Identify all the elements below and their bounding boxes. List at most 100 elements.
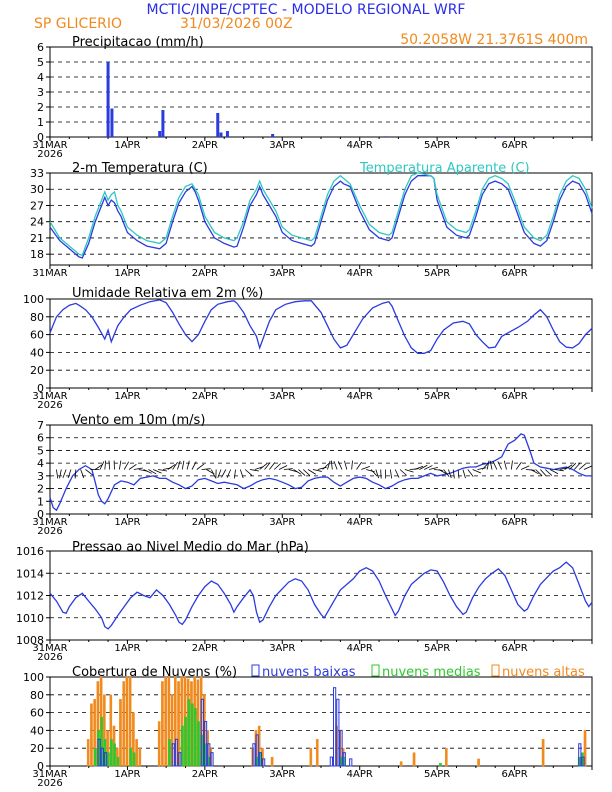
cloud-bar bbox=[583, 730, 587, 767]
wind-arrow bbox=[312, 469, 322, 472]
wind-ytick-label: 6 bbox=[37, 432, 44, 445]
cloud-bar bbox=[339, 729, 343, 767]
wind-arrow bbox=[302, 469, 311, 476]
precip-bar bbox=[225, 131, 229, 137]
precip-ytick-label: 2 bbox=[37, 101, 44, 114]
cloud-bar bbox=[262, 758, 266, 767]
cloud-bar bbox=[190, 703, 194, 767]
clouds-ytick-label: 0 bbox=[37, 760, 44, 773]
wind-xtick-label: 31MAR bbox=[32, 517, 67, 528]
cloud-bar bbox=[119, 699, 122, 767]
wind-arrow bbox=[56, 469, 59, 479]
wind-arrow bbox=[424, 465, 433, 470]
wind-arrow bbox=[370, 469, 378, 477]
cloud-bar bbox=[541, 739, 545, 767]
temp-ytick-label: 30 bbox=[30, 183, 44, 196]
wind-arrow bbox=[210, 469, 216, 478]
wind-arrow bbox=[351, 460, 353, 470]
clouds-ytick-label: 100 bbox=[23, 671, 44, 684]
wind-arrow bbox=[404, 469, 414, 473]
temp-xtick-label: 5APR bbox=[424, 268, 450, 279]
cloud-bar bbox=[578, 743, 582, 767]
wind-arrow bbox=[62, 469, 67, 479]
wind-arrow bbox=[327, 460, 331, 470]
cloud-bar bbox=[100, 747, 104, 767]
wind-arrow bbox=[221, 469, 227, 478]
apparent-temp-title: Temperatura Aparente (C) bbox=[359, 161, 530, 176]
precip-bar bbox=[158, 131, 162, 137]
cloud-bar bbox=[110, 739, 113, 767]
cloud-bar bbox=[135, 739, 138, 767]
cloud-bar bbox=[125, 676, 129, 767]
precip-xtick-label: 5APR bbox=[424, 140, 450, 151]
clouds-xtick-label: 2APR bbox=[192, 769, 218, 780]
wind-arrow bbox=[486, 460, 490, 470]
wind-arrow bbox=[201, 468, 211, 470]
wind-arrow bbox=[569, 462, 577, 470]
temp-frame bbox=[49, 172, 593, 266]
wind-arrow bbox=[497, 461, 503, 470]
clouds-title: Cobertura de Nuvens (%) bbox=[72, 665, 237, 680]
wind-arrow bbox=[428, 466, 438, 470]
wind-arrow bbox=[564, 464, 573, 470]
temp-ytick-label: 21 bbox=[30, 232, 44, 245]
wind-xtick-label: 1APR bbox=[114, 517, 140, 528]
pressure-xtick-label: 6APR bbox=[501, 643, 527, 654]
wind-arrow bbox=[583, 465, 593, 470]
cloud-bar bbox=[113, 743, 116, 767]
precip-year-label: 2026 bbox=[37, 149, 62, 160]
wind-arrow bbox=[333, 460, 338, 470]
wind-arrow bbox=[128, 464, 137, 470]
run-datetime: 31/03/2026 00Z bbox=[180, 16, 293, 32]
location-name: SP GLICERIO bbox=[34, 16, 122, 32]
wind-arrow bbox=[467, 469, 474, 477]
cloud-bar bbox=[332, 687, 337, 767]
rh-xtick-label: 4APR bbox=[347, 391, 373, 402]
cloud-bar bbox=[174, 738, 179, 767]
cloud-bar bbox=[197, 721, 200, 767]
cloud-bar bbox=[171, 743, 175, 767]
wind-arrow bbox=[330, 460, 333, 470]
rh-ytick-label: 0 bbox=[37, 382, 44, 395]
wind-year-label: 2026 bbox=[37, 526, 62, 537]
wind-arrow bbox=[540, 469, 547, 477]
rh-ytick-label: 20 bbox=[30, 364, 44, 377]
wind-ytick-label: 0 bbox=[37, 508, 44, 521]
cloud-bar bbox=[86, 739, 90, 767]
rh-ytick-label: 80 bbox=[30, 311, 44, 324]
clouds-xtick-label: 3APR bbox=[269, 769, 295, 780]
cloud-bar bbox=[132, 752, 136, 767]
cloud-bar bbox=[178, 752, 182, 767]
precip-bar bbox=[384, 136, 388, 137]
pressure-xtick-label: 4APR bbox=[347, 643, 373, 654]
rh-xtick-label: 2APR bbox=[192, 391, 218, 402]
wind-arrow bbox=[158, 469, 168, 472]
wind-arrow bbox=[234, 469, 236, 479]
wind-arrow bbox=[67, 469, 72, 479]
wind-arrow bbox=[244, 469, 253, 476]
wind-arrow bbox=[249, 469, 259, 472]
cloud-bar bbox=[349, 758, 353, 767]
wind-xtick-label: 4APR bbox=[347, 517, 373, 528]
cloud-bar bbox=[445, 748, 448, 767]
precip-xtick-label: 4APR bbox=[347, 140, 373, 151]
wind-arrow bbox=[278, 465, 288, 470]
cloud-bar bbox=[164, 676, 167, 767]
wind-arrow bbox=[337, 461, 343, 470]
temp-xtick-label: 31MAR bbox=[32, 268, 67, 279]
wind-arrow bbox=[259, 463, 267, 470]
pressure-xtick-label: 31MAR bbox=[32, 643, 67, 654]
precip-bar bbox=[161, 110, 165, 137]
wind-arrow bbox=[366, 469, 375, 473]
wind-arrow bbox=[239, 469, 244, 479]
precip-bar bbox=[496, 136, 500, 137]
pressure-ytick-label: 1008 bbox=[16, 634, 44, 647]
wind-arrow bbox=[535, 469, 543, 476]
wind-arrow bbox=[492, 461, 498, 470]
cloud-bar bbox=[477, 758, 480, 767]
wind-arrow bbox=[153, 469, 162, 474]
legend-low-swatch bbox=[251, 664, 260, 677]
legend-high-swatch bbox=[491, 664, 500, 677]
temp-xtick-label: 6APR bbox=[501, 268, 527, 279]
cloud-bar bbox=[399, 761, 403, 767]
